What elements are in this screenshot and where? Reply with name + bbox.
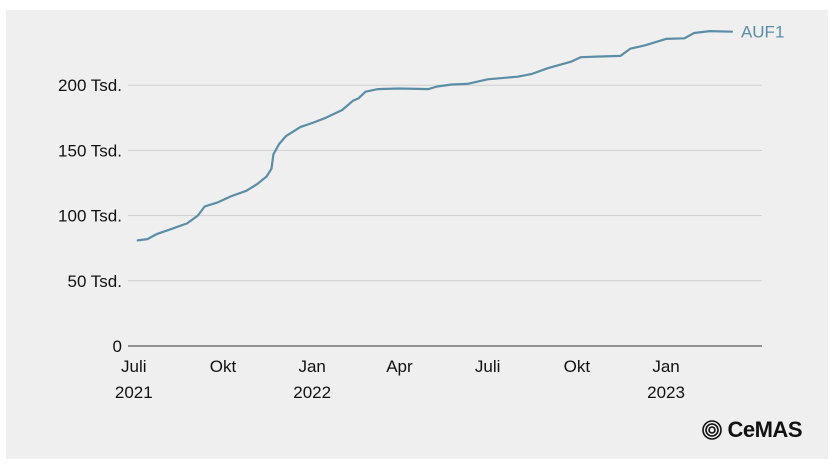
x-tick-label: Okt — [564, 357, 591, 376]
x-tick-label: Okt — [210, 357, 237, 376]
x-tick-label: Juli — [475, 357, 501, 376]
x-tick-year-label: 2022 — [293, 383, 331, 402]
series-label: AUF1 — [741, 23, 784, 42]
x-tick-label: Juli — [121, 357, 147, 376]
y-tick-label: 0 — [113, 337, 122, 356]
y-tick-label: 100 Tsd. — [58, 207, 122, 226]
x-tick-label: Jan — [298, 357, 325, 376]
x-tick-year-label: 2021 — [115, 383, 153, 402]
cemas-logo: CeMAS — [702, 417, 802, 443]
y-tick-label: 50 Tsd. — [67, 272, 122, 291]
x-tick-year-label: 2023 — [647, 383, 685, 402]
y-tick-label: 200 Tsd. — [58, 76, 122, 95]
x-tick-label: Jan — [652, 357, 679, 376]
x-tick-label: Apr — [386, 357, 413, 376]
line-chart: 0 50 Tsd. 100 Tsd. 150 Tsd. 200 Tsd. Juli 2021… — [58, 23, 784, 402]
series-line — [136, 30, 733, 242]
logo-text: CeMAS — [727, 417, 802, 442]
y-tick-label: 150 Tsd. — [58, 141, 122, 160]
chart-panel: 0 50 Tsd. 100 Tsd. 150 Tsd. 200 Tsd. Juli 2021… — [6, 10, 828, 459]
cemas-logo-icon — [702, 420, 723, 440]
